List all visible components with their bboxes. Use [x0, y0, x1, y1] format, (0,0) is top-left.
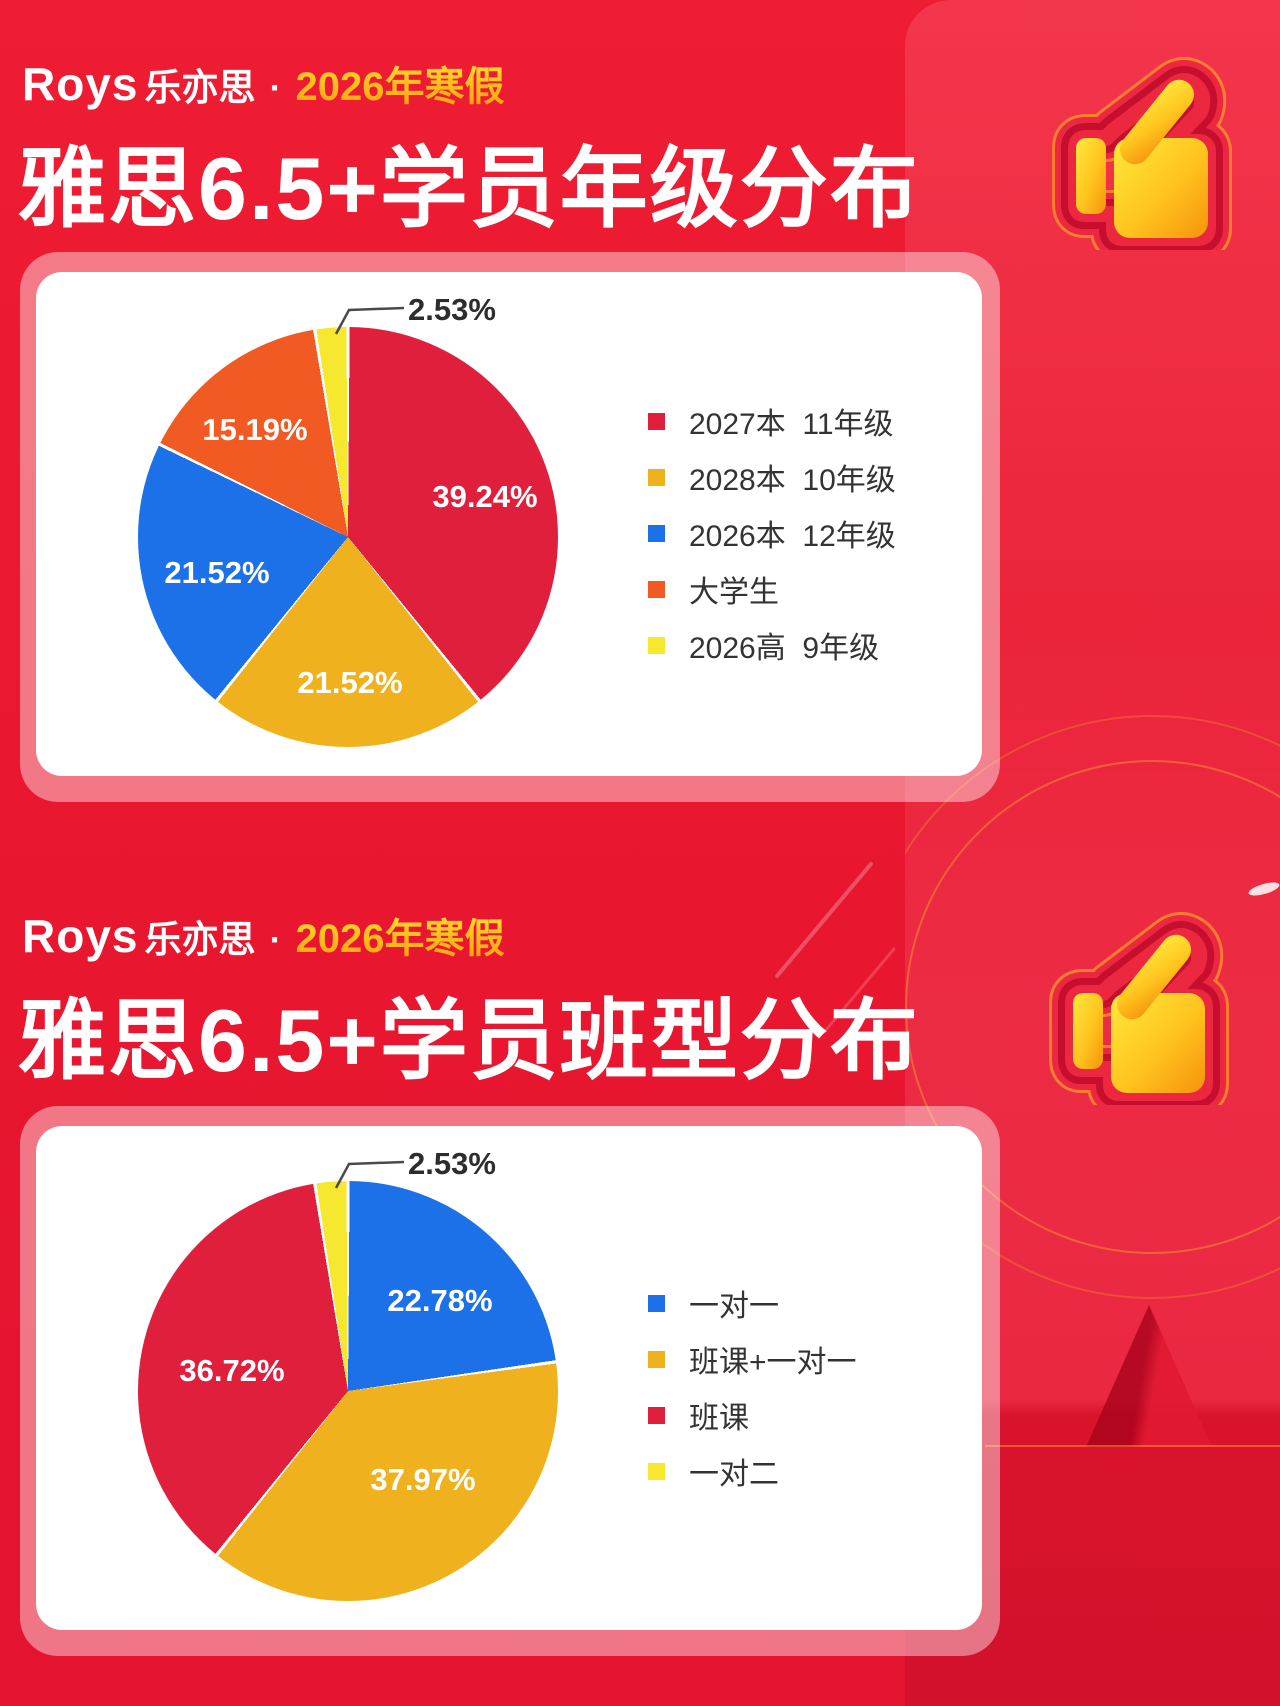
slice-value-label: 36.72% — [179, 1353, 285, 1388]
legend-label: 2026高 9年级 — [689, 632, 880, 665]
medal-decoration — [905, 690, 1280, 1650]
season-label: 2026年寒假 — [295, 906, 504, 964]
medal-ribbon — [1086, 1305, 1212, 1447]
pie-chart-grade: 39.24% 21.52% 21.52% 15.19% — [138, 327, 558, 747]
thumbs-up-icon — [1049, 912, 1229, 1105]
decor-streak — [774, 861, 874, 979]
legend-swatch — [648, 524, 665, 542]
slice-value-label: 15.19% — [202, 412, 308, 447]
legend-label: 一对一 — [689, 1290, 779, 1323]
decor-line — [985, 1445, 1280, 1447]
legend-item: 2027本 11年级 — [648, 393, 896, 449]
slice-value-label: 39.24% — [432, 479, 538, 514]
legend-swatch — [648, 1350, 665, 1368]
slice-value-label: 21.52% — [297, 665, 403, 700]
legend-item: 班课 — [648, 1387, 857, 1443]
chart-card-grade: 39.24% 21.52% 21.52% 15.19% 2.53% 2027本 … — [20, 252, 1000, 802]
legend-item: 2026高 9年级 — [648, 617, 896, 673]
legend-label: 2026本 12年级 — [689, 520, 896, 553]
brand-separator: · — [269, 919, 282, 960]
grade-legend: 2027本 11年级 2028本 10年级 2026本 12年级 大学生 202… — [648, 393, 896, 673]
legend-swatch — [648, 636, 665, 654]
page-title-grade: 雅思6.5+学员年级分布 — [18, 139, 920, 238]
brand-header: Roys 乐亦思 · 2026年寒假 — [22, 906, 504, 964]
brand-separator: · — [269, 67, 282, 108]
legend-swatch — [648, 1406, 665, 1424]
legend-label: 班课 — [689, 1402, 749, 1435]
slice-value-label: 22.78% — [387, 1283, 493, 1318]
callout-value-label: 2.53% — [408, 1146, 496, 1181]
legend-item: 2028本 10年级 — [648, 449, 896, 505]
legend-label: 2027本 11年级 — [689, 408, 894, 441]
legend-label: 大学生 — [689, 576, 779, 609]
brand-header: Roys 乐亦思 · 2026年寒假 — [22, 54, 504, 112]
legend-item: 大学生 — [648, 561, 896, 617]
thumbs-up-icon — [1052, 57, 1232, 250]
brand-logo: Roys — [22, 58, 139, 110]
season-label: 2026年寒假 — [295, 54, 504, 112]
legend-swatch — [648, 468, 665, 486]
slice-value-label: 21.52% — [164, 555, 270, 590]
page-title-class-type: 雅思6.5+学员班型分布 — [18, 991, 920, 1090]
legend-swatch — [648, 1462, 665, 1480]
class-type-legend: 一对一 班课+一对一 班课 一对二 — [648, 1275, 857, 1499]
legend-swatch — [648, 1294, 665, 1312]
brand-logo: Roys — [22, 910, 139, 962]
legend-item: 班课+一对一 — [648, 1331, 857, 1387]
legend-label: 2028本 10年级 — [689, 464, 896, 497]
legend-item: 一对一 — [648, 1275, 857, 1331]
legend-label: 班课+一对一 — [689, 1346, 857, 1379]
legend-swatch — [648, 412, 665, 430]
legend-swatch — [648, 580, 665, 598]
callout-value-label: 2.53% — [408, 292, 496, 327]
legend-label: 一对二 — [689, 1458, 779, 1491]
brand-logo-cn: 乐亦思 — [144, 919, 256, 960]
legend-item: 一对二 — [648, 1443, 857, 1499]
slice-value-label: 37.97% — [370, 1462, 476, 1497]
pie-chart-class-type: 22.78% 37.97% 36.72% — [138, 1181, 558, 1601]
chart-card-inner: 22.78% 37.97% 36.72% 2.53% 一对一 班课+一对一 — [36, 1126, 982, 1630]
legend-item: 2026本 12年级 — [648, 505, 896, 561]
chart-card-inner: 39.24% 21.52% 21.52% 15.19% 2.53% 2027本 … — [36, 272, 982, 776]
chart-card-class-type: 22.78% 37.97% 36.72% 2.53% 一对一 班课+一对一 — [20, 1106, 1000, 1656]
brand-logo-cn: 乐亦思 — [144, 67, 256, 108]
